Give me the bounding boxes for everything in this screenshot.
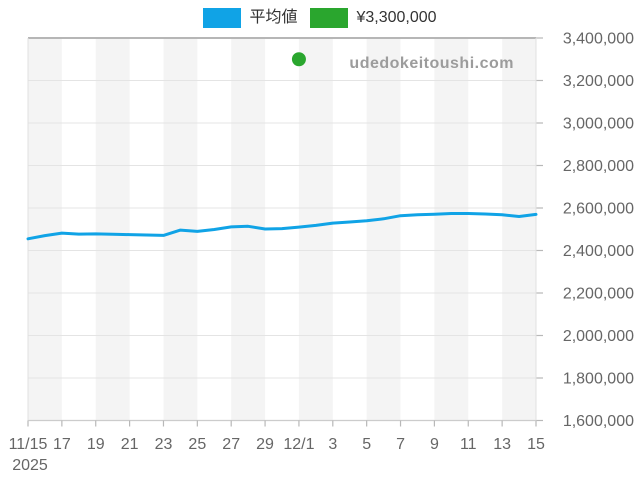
x-tick-label: 12/1 (283, 436, 314, 453)
y-tick-label: 1,800,000 (563, 371, 634, 388)
y-tick-label: 1,600,000 (563, 413, 634, 430)
stripe-band (298, 39, 333, 421)
stripe-band (95, 39, 130, 421)
legend-item-average: 平均値 (203, 7, 297, 29)
stripe-band (366, 39, 401, 421)
stripe-band (231, 39, 266, 421)
listed-price-label: ¥3,300,000 (356, 9, 437, 26)
gridlines (28, 37, 536, 422)
stripe-bands (28, 39, 536, 421)
x-tick-label: 11/15 (9, 436, 48, 453)
y-tick-label: 3,200,000 (563, 73, 634, 90)
x-tick-label: 19 (87, 436, 105, 453)
y-tick-label: 3,000,000 (563, 116, 634, 133)
average-price-line (26, 212, 538, 241)
listed-price-point (291, 52, 306, 67)
x-tick-label: 11 (460, 436, 477, 453)
y-tick-label: 2,200,000 (563, 286, 634, 303)
x-tick-label: 9 (430, 436, 439, 453)
average-series-label: 平均値 (249, 9, 298, 26)
x-tick-label: 7 (396, 436, 405, 453)
listed-price-swatch (310, 8, 349, 28)
y-tick-label: 2,400,000 (563, 243, 634, 260)
stripe-band (502, 39, 536, 421)
stripe-band (434, 39, 469, 421)
x-tick-label: 27 (222, 436, 240, 453)
x-tick-label: 29 (256, 436, 274, 453)
y-tick-label: 2,000,000 (563, 328, 634, 345)
stripe-band (28, 39, 62, 421)
x-tick-label: 5 (362, 436, 371, 453)
x-tick-label: 25 (188, 436, 206, 453)
y-tick-label: 2,600,000 (563, 201, 634, 218)
chart-legend: 平均値 ¥3,300,000 (0, 7, 640, 29)
x-tick-label: 3 (328, 436, 337, 453)
data-series (26, 52, 538, 241)
axes (27, 37, 543, 427)
average-series-swatch (203, 8, 242, 28)
x-year-label: 2025 (12, 457, 48, 474)
x-tick-label: 15 (527, 436, 545, 453)
y-tick-label: 3,400,000 (563, 31, 634, 48)
x-tick-label: 17 (53, 436, 71, 453)
x-tick-label: 23 (155, 436, 173, 453)
y-tick-label: 2,800,000 (563, 158, 634, 175)
x-tick-label: 13 (493, 436, 511, 453)
legend-item-listed-price: ¥3,300,000 (310, 7, 437, 29)
watermark-text: udedokeitoushi.com (349, 55, 514, 72)
x-tick-label: 21 (121, 436, 139, 453)
axis-labels: 1,600,000 1,800,000 2,000,000 2,200,000 2,40… (9, 31, 635, 475)
